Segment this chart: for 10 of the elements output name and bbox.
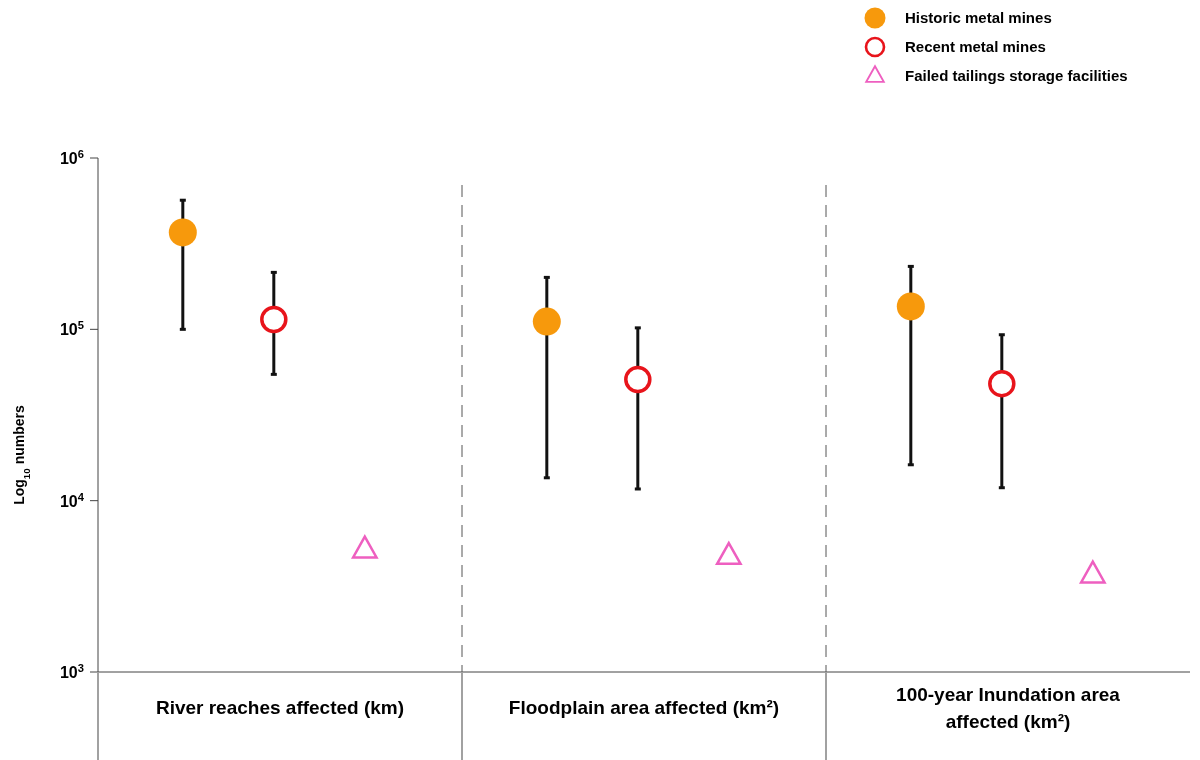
legend-label: Failed tailings storage facilities: [905, 67, 1128, 84]
y-tick-label: 10$^{3}$: [59, 662, 84, 681]
x-tick-label: 100-year Inundation area affected (km²): [896, 684, 1121, 732]
legend-label: Recent metal mines: [905, 38, 1046, 55]
y-tick-label: 10$^{4}$: [59, 490, 85, 510]
y-tick-label: 10$^{6}$: [59, 148, 84, 167]
x-tick-label: Floodplain area affected (km²): [508, 697, 780, 718]
y-tick-label: 10$^{5}$: [59, 319, 84, 339]
x-tick-label: River reaches affected (km): [155, 697, 405, 718]
legend-label: Historic metal mines: [905, 9, 1052, 26]
